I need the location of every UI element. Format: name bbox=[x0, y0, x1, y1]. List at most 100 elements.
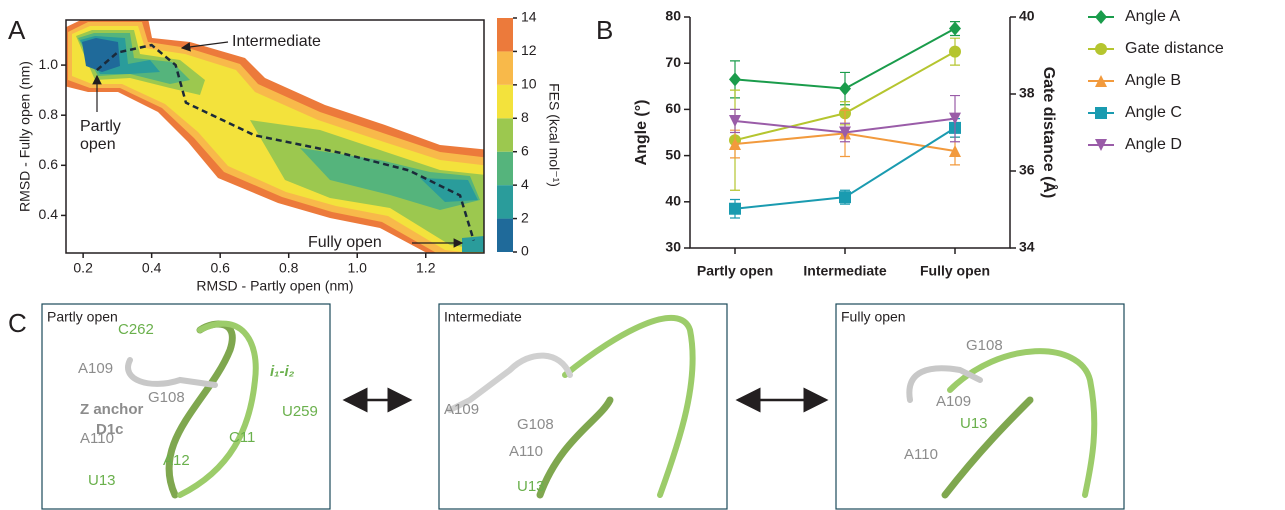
y-tick-label: 0.4 bbox=[39, 206, 59, 222]
colorbar-tick-label: 0 bbox=[521, 243, 529, 259]
marker bbox=[839, 191, 851, 204]
annotation-arrow bbox=[180, 41, 229, 52]
marker bbox=[729, 202, 741, 215]
residue-label: A109 bbox=[936, 393, 971, 410]
y-tick-label: 80 bbox=[665, 8, 681, 24]
panel-label: A bbox=[8, 15, 26, 45]
x-tick-label: 0.4 bbox=[142, 260, 162, 276]
y2-axis-label: Gate distance (Å) bbox=[1040, 67, 1059, 199]
marker bbox=[839, 81, 851, 96]
colorbar-tick-label: 8 bbox=[521, 109, 529, 125]
residue-label: U13 bbox=[88, 472, 116, 489]
y2-tick-label: 40 bbox=[1019, 8, 1035, 24]
fes-region bbox=[80, 36, 484, 252]
residue-label: A110 bbox=[80, 430, 114, 447]
marker bbox=[1095, 75, 1107, 87]
legend-label: Angle C bbox=[1125, 104, 1182, 121]
x-tick-label: Intermediate bbox=[803, 263, 886, 279]
marker bbox=[949, 45, 961, 58]
legend-label: Angle A bbox=[1125, 8, 1180, 25]
marker bbox=[839, 126, 851, 139]
residue-label: D1c bbox=[96, 421, 124, 438]
residue-label: C262 bbox=[118, 321, 154, 338]
residue-label: U259 bbox=[282, 403, 318, 420]
colorbar-segment bbox=[497, 151, 513, 186]
colorbar-segment bbox=[497, 51, 513, 85]
structure-panel bbox=[438, 303, 728, 510]
marker bbox=[949, 112, 961, 125]
y-tick-label: 50 bbox=[665, 146, 681, 162]
marker bbox=[1095, 43, 1107, 55]
y2-tick-label: 38 bbox=[1019, 85, 1035, 101]
structure-panel bbox=[835, 303, 1125, 510]
residue-label: G108 bbox=[148, 389, 185, 406]
reaction-path bbox=[96, 43, 475, 241]
marker bbox=[729, 114, 741, 127]
panel-label: B bbox=[596, 15, 613, 45]
residue-label: A109 bbox=[78, 360, 113, 377]
x-tick-label: Partly open bbox=[697, 263, 773, 279]
y-axis-label: Angle (°) bbox=[633, 100, 650, 166]
x-axis-label: RMSD - Partly open (nm) bbox=[196, 278, 353, 294]
annotation: Fully open bbox=[308, 234, 382, 251]
panel-title: Partly open bbox=[47, 309, 118, 325]
panel-label: C bbox=[8, 308, 27, 338]
marker bbox=[949, 144, 961, 157]
residue-label: U13 bbox=[960, 415, 988, 432]
marker bbox=[949, 21, 961, 36]
annotation: open bbox=[80, 136, 116, 153]
panel-title: Fully open bbox=[841, 309, 906, 325]
y-tick-label: 60 bbox=[665, 100, 681, 116]
marker bbox=[1095, 107, 1107, 119]
colorbar-tick-label: 4 bbox=[521, 176, 529, 192]
y-axis-label: RMSD - Fully open (nm) bbox=[17, 61, 33, 212]
colorbar-segment bbox=[497, 18, 513, 52]
colorbar-tick-label: 6 bbox=[521, 142, 529, 158]
x-tick-label: Fully open bbox=[920, 263, 990, 279]
colorbar-segment bbox=[497, 185, 513, 219]
x-tick-label: 1.0 bbox=[347, 260, 367, 276]
residue-label: A12 bbox=[163, 452, 190, 469]
colorbar-tick-label: 2 bbox=[521, 209, 529, 225]
legend-label: Gate distance bbox=[1125, 40, 1224, 57]
residue-label: G108 bbox=[517, 416, 554, 433]
y-tick-label: 70 bbox=[665, 54, 681, 70]
fes-region bbox=[82, 38, 120, 72]
annotation: Partly bbox=[80, 118, 121, 135]
y-tick-label: 0.6 bbox=[39, 156, 59, 172]
marker bbox=[1095, 139, 1107, 151]
colorbar-tick-label: 12 bbox=[521, 42, 537, 58]
x-tick-label: 1.2 bbox=[416, 260, 436, 276]
marker bbox=[1095, 10, 1107, 24]
colorbar-segment bbox=[497, 218, 513, 252]
fes-map bbox=[66, 20, 484, 253]
y2-tick-label: 34 bbox=[1019, 239, 1035, 255]
colorbar-label: FES (kcal mol⁻¹) bbox=[546, 83, 562, 187]
legend-label: Angle D bbox=[1125, 136, 1182, 153]
residue-label: Z anchor bbox=[80, 401, 144, 418]
colorbar-tick-label: 14 bbox=[521, 9, 537, 25]
colorbar-tick-label: 10 bbox=[521, 76, 537, 92]
structure-panel bbox=[41, 303, 331, 510]
y2-tick-label: 36 bbox=[1019, 162, 1035, 178]
colorbar-segment bbox=[497, 84, 513, 119]
molecule-renderings bbox=[125, 314, 1098, 499]
annotation: Intermediate bbox=[232, 33, 321, 50]
residue-label: U13 bbox=[517, 478, 545, 495]
residue-label: i₁-i₂ bbox=[270, 363, 295, 380]
residue-label: A110 bbox=[509, 443, 543, 460]
y-tick-label: 40 bbox=[665, 193, 681, 209]
y-tick-label: 30 bbox=[665, 239, 681, 255]
legend-label: Angle B bbox=[1125, 72, 1181, 89]
x-tick-label: 0.2 bbox=[73, 260, 93, 276]
residue-label: A109 bbox=[444, 401, 479, 418]
residue-label: C11 bbox=[229, 429, 255, 446]
marker bbox=[729, 72, 741, 87]
residue-label: A110 bbox=[904, 446, 938, 463]
colorbar-segment bbox=[497, 118, 513, 152]
y-tick-label: 1.0 bbox=[39, 56, 59, 72]
residue-label: G108 bbox=[966, 337, 1003, 354]
y-tick-label: 0.8 bbox=[39, 106, 59, 122]
panel-title: Intermediate bbox=[444, 309, 522, 325]
